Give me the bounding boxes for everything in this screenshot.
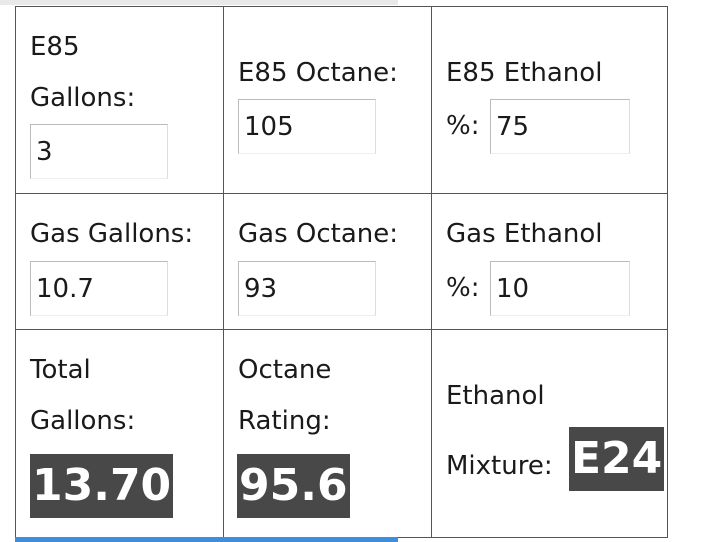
result: 95.6 [237, 454, 350, 518]
label: E85 Octane: [238, 58, 398, 88]
top-bar [0, 0, 398, 5]
input-field[interactable]: 3 [30, 124, 168, 179]
cell-border [431, 6, 432, 538]
label: Rating: [238, 406, 331, 436]
label: Mixture: [446, 451, 553, 481]
label: E85 Ethanol [446, 58, 603, 88]
label: Gallons: [30, 83, 136, 113]
label: Gallons: [30, 406, 136, 436]
cell-border [15, 329, 668, 330]
bottom-bar [15, 537, 398, 542]
input-field[interactable]: 75 [490, 99, 630, 154]
input-field[interactable]: 10.7 [30, 261, 168, 316]
result: 13.70 [30, 454, 174, 518]
label: Gas Ethanol [446, 219, 603, 249]
input-field[interactable]: 10 [490, 261, 630, 316]
label: Gas Octane: [238, 219, 399, 249]
label: %: [446, 111, 480, 141]
input-field[interactable]: 105 [238, 99, 376, 154]
input-field[interactable]: 93 [238, 261, 376, 316]
label: Gas Gallons: [30, 219, 194, 249]
label: E85 [30, 32, 80, 62]
label: Total [30, 355, 91, 385]
label: Ethanol [446, 381, 545, 411]
label: Octane [238, 355, 332, 385]
label: %: [446, 273, 480, 303]
cell-border [15, 193, 668, 194]
cell-border [223, 6, 224, 538]
result: E24 [569, 427, 665, 491]
